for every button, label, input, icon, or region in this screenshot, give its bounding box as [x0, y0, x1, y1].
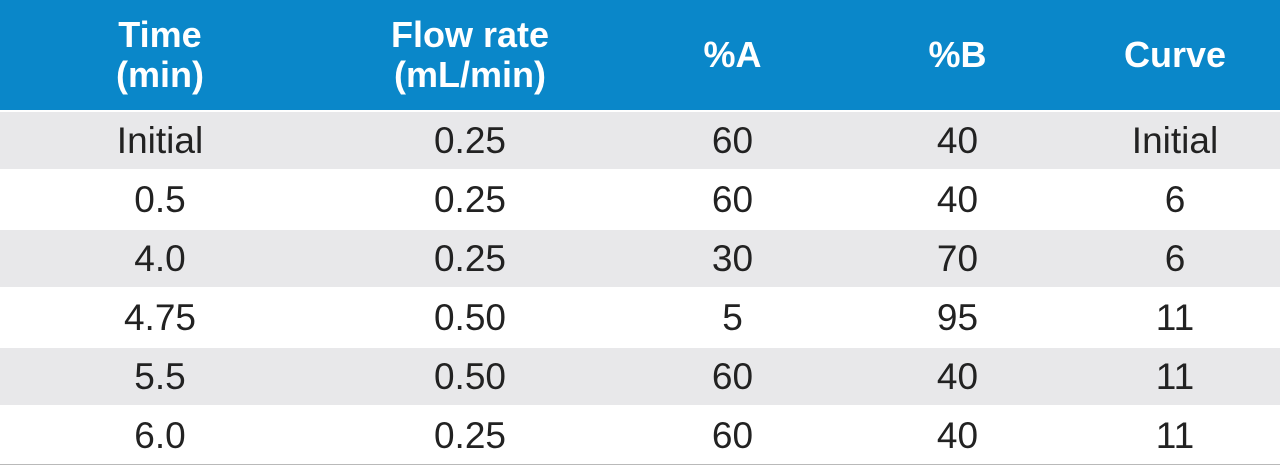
table-bottom-rule: [0, 464, 1280, 465]
column-header-percent-a: %A: [703, 34, 762, 75]
cell-percent-b: 40: [936, 119, 979, 161]
cell-curve: 11: [1155, 355, 1195, 397]
cell-curve: 11: [1155, 296, 1195, 338]
column-header-percent-b: %B: [928, 34, 987, 75]
cell-percent-a: 60: [711, 178, 754, 220]
cell-percent-b: 40: [936, 414, 979, 456]
table-row: 5.5 0.50 60 40 11: [0, 346, 1280, 405]
cell-percent-b: 40: [936, 355, 979, 397]
cell-percent-b: 95: [936, 296, 979, 338]
cell-flow-rate: 0.50: [433, 355, 506, 397]
cell-percent-a: 30: [711, 237, 754, 279]
cell-time: 4.75: [123, 296, 196, 338]
cell-percent-b: 40: [936, 178, 979, 220]
column-header-curve: Curve: [1123, 34, 1227, 75]
cell-time: 5.5: [134, 355, 186, 397]
cell-flow-rate: 0.50: [433, 296, 506, 338]
cell-percent-a: 5: [722, 296, 743, 338]
cell-percent-a: 60: [711, 119, 754, 161]
table-header-row: Time (min) Flow rate (mL/min) %A %B Curv…: [0, 0, 1280, 110]
table-row: Initial 0.25 60 40 Initial: [0, 110, 1280, 169]
table-row: 4.0 0.25 30 70 6: [0, 228, 1280, 287]
cell-flow-rate: 0.25: [433, 178, 506, 220]
cell-curve: 6: [1164, 237, 1186, 279]
cell-flow-rate: 0.25: [433, 414, 506, 456]
cell-flow-rate: 0.25: [433, 119, 506, 161]
cell-percent-b: 70: [936, 237, 979, 279]
cell-flow-rate: 0.25: [433, 237, 506, 279]
cell-curve: 6: [1164, 178, 1186, 220]
table-row: 0.5 0.25 60 40 6: [0, 169, 1280, 228]
cell-time: 0.5: [134, 178, 186, 220]
cell-time: 6.0: [134, 414, 186, 456]
table-row: 6.0 0.25 60 40 11: [0, 405, 1280, 464]
cell-time: Initial: [116, 119, 204, 161]
cell-percent-a: 60: [711, 414, 754, 456]
cell-curve: 11: [1155, 414, 1195, 456]
cell-percent-a: 60: [711, 355, 754, 397]
table-row: 4.75 0.50 5 95 11: [0, 287, 1280, 346]
column-header-time: Time (min): [116, 14, 204, 95]
cell-time: 4.0: [134, 237, 186, 279]
column-header-flow-rate: Flow rate (mL/min): [390, 14, 550, 95]
cell-curve: Initial: [1131, 119, 1219, 161]
